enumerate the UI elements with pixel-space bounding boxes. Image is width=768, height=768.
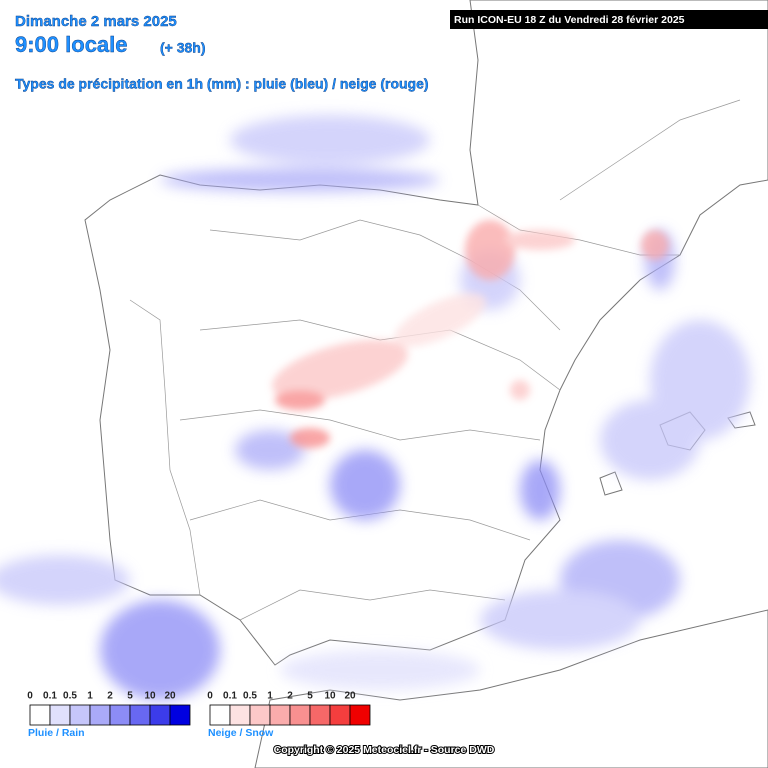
legend-label: 1 <box>267 691 273 702</box>
legend-swatch <box>269 704 291 726</box>
legend-swatch <box>309 704 331 726</box>
legend: 0 0.1 0.5 1 2 5 10 20 Pluie / Rain 0 0.1 0.5 1 2 5 10 20… <box>27 691 371 739</box>
date: Dimanche 2 mars 2025 <box>15 13 177 30</box>
legend-label: 5 <box>127 691 133 702</box>
legend-swatch <box>229 704 251 726</box>
legend-swatch <box>69 704 91 726</box>
legend-label: 10 <box>324 691 336 702</box>
legend-swatch <box>289 704 311 726</box>
legend-label: 0 <box>27 691 33 702</box>
legend-title: Pluie / Rain <box>28 727 85 739</box>
legend-swatch <box>209 704 231 726</box>
legend-swatch <box>349 704 371 726</box>
legend-label: 5 <box>307 691 313 702</box>
snow-areas <box>272 220 669 448</box>
legend-label: 0.5 <box>243 691 257 702</box>
legend-swatch <box>29 704 51 726</box>
legend-label: 2 <box>107 691 113 702</box>
legend-label: 0.1 <box>223 691 237 702</box>
legend-label: 0.1 <box>43 691 57 702</box>
legend-label: 0 <box>207 691 213 702</box>
legend-label: 20 <box>344 691 356 702</box>
run-box <box>450 10 768 29</box>
legend-label: 10 <box>144 691 156 702</box>
legend-swatch <box>129 704 151 726</box>
legend-title: Neige / Snow <box>208 727 274 739</box>
legend-swatch <box>89 704 111 726</box>
time: 9:00 locale <box>15 32 128 57</box>
legend-swatch <box>249 704 271 726</box>
legend-swatch <box>49 704 71 726</box>
legend-label: 20 <box>164 691 176 702</box>
legend-swatch <box>149 704 171 726</box>
legend-label: 0.5 <box>63 691 77 702</box>
legend-swatch <box>329 704 351 726</box>
subtitle: Types de précipitation en 1h (mm) : plui… <box>15 76 429 92</box>
legend-label: 1 <box>87 691 93 702</box>
legend-swatch <box>109 704 131 726</box>
copyright: Copyright © 2025 Meteociel.fr - Source D… <box>274 744 495 756</box>
legend-label: 2 <box>287 691 293 702</box>
lead-time: (+ 38h) <box>160 40 206 56</box>
run-info: Run ICON-EU 18 Z du Vendredi 28 février … <box>454 14 685 26</box>
legend-swatch <box>169 704 191 726</box>
